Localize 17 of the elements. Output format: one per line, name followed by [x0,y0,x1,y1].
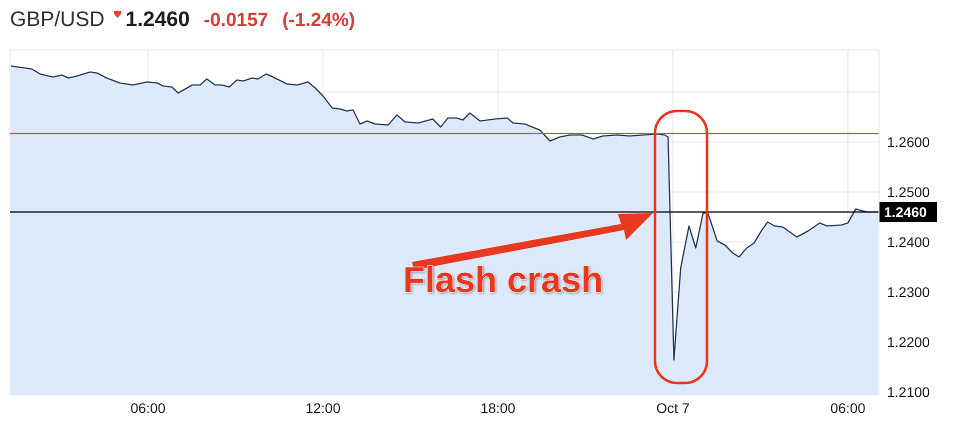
y-tick-label: 1.2300 [887,284,930,300]
x-tick-label: Oct 7 [656,400,690,416]
chart-title: GBP/USD [10,8,105,32]
x-tick-label: 18:00 [480,400,516,416]
text: (-1.24%) [282,10,356,32]
y-tick-label: 1.2500 [887,184,930,200]
y-tick-label: 1.2200 [887,334,930,350]
x-tick-label: 06:00 [830,400,866,416]
y-tick-label: 1.2400 [887,234,930,250]
chart-subtitle: 1.2460 [126,8,190,32]
ref-line-label: 1.2460 [884,204,928,220]
y-tick-label: 1.2100 [887,384,930,400]
y-tick-label: 1.2600 [887,134,930,150]
x-tick-label: 12:00 [305,400,341,416]
text: -0.0157 [204,10,268,32]
annotation: Flash crash [403,259,604,300]
x-tick-label: 06:00 [130,400,166,416]
